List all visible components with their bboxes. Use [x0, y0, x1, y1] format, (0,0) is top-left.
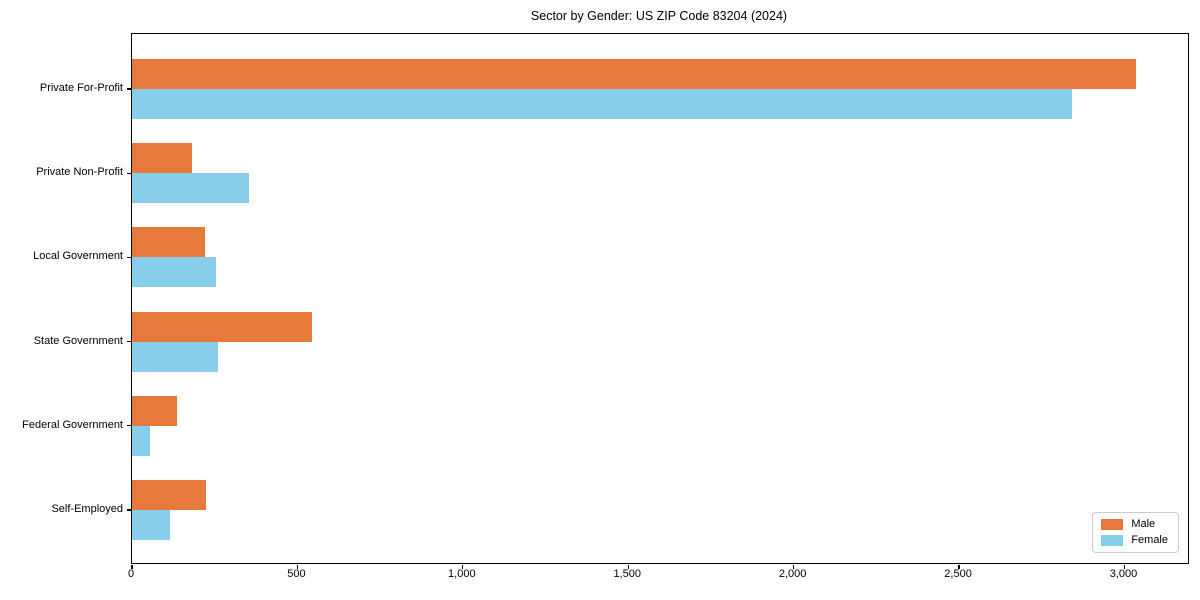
bar-male-local-government	[132, 227, 205, 258]
bar-female-private-non-profit	[132, 173, 250, 204]
bar-male-private-for-profit	[132, 59, 1137, 89]
legend-item-female: Female	[1101, 535, 1168, 546]
bar-male-private-non-profit	[132, 143, 192, 174]
bar-female-federal-government	[132, 425, 151, 456]
bar-female-state-government	[132, 341, 218, 372]
y-tick-label-self-employed: Self-Employed	[51, 503, 123, 515]
bar-male-self-employed	[132, 480, 207, 510]
x-tick-label-0: 0	[127, 568, 135, 580]
y-tick-label-state-government: State Government	[33, 334, 123, 347]
x-tick-mark	[793, 564, 795, 569]
y-tick-mark	[127, 88, 131, 90]
y-tick-mark	[127, 509, 131, 511]
x-tick-label-1500: 1,500	[613, 568, 641, 580]
y-tick-label-federal-government: Federal Government	[22, 418, 123, 431]
x-tick-mark	[462, 564, 464, 569]
x-tick-mark	[296, 564, 298, 569]
bar-female-self-employed	[132, 510, 171, 540]
x-tick-mark	[131, 564, 133, 569]
y-tick-mark	[127, 172, 131, 174]
x-tick-mark	[627, 564, 629, 569]
y-tick-mark	[127, 341, 131, 343]
x-tick-label-2500: 2,500	[944, 568, 972, 580]
bar-male-federal-government	[132, 395, 177, 426]
female-swatch	[1101, 535, 1124, 546]
y-tick-label-local-government: Local Government	[33, 250, 123, 263]
x-tick-mark	[1123, 564, 1126, 569]
legend-label-male: Male	[1131, 518, 1156, 530]
male-swatch	[1101, 519, 1124, 530]
x-tick-mark	[958, 564, 960, 569]
bar-male-state-government	[132, 311, 313, 342]
x-tick-label-2000: 2,000	[778, 568, 807, 580]
legend-label-female: Female	[1131, 534, 1168, 546]
bar-female-local-government	[132, 257, 217, 288]
y-tick-label-private-for-profit: Private For-Profit	[39, 82, 123, 94]
legend-item-male: Male	[1101, 519, 1168, 530]
x-tick-label-3000: 3,000	[1109, 568, 1138, 580]
y-tick-label-private-non-profit: Private Non-Profit	[36, 166, 123, 179]
chart-title: Sector by Gender: US ZIP Code 83204 (202…	[530, 9, 788, 23]
y-tick-mark	[127, 425, 131, 427]
x-tick-label-500: 500	[287, 568, 306, 580]
y-tick-mark	[127, 256, 131, 258]
bar-female-private-for-profit	[132, 89, 1072, 119]
x-tick-label-1000: 1,000	[448, 568, 476, 580]
legend: Male Female	[1092, 512, 1179, 553]
plot-area: Male Female	[127, 33, 1189, 569]
